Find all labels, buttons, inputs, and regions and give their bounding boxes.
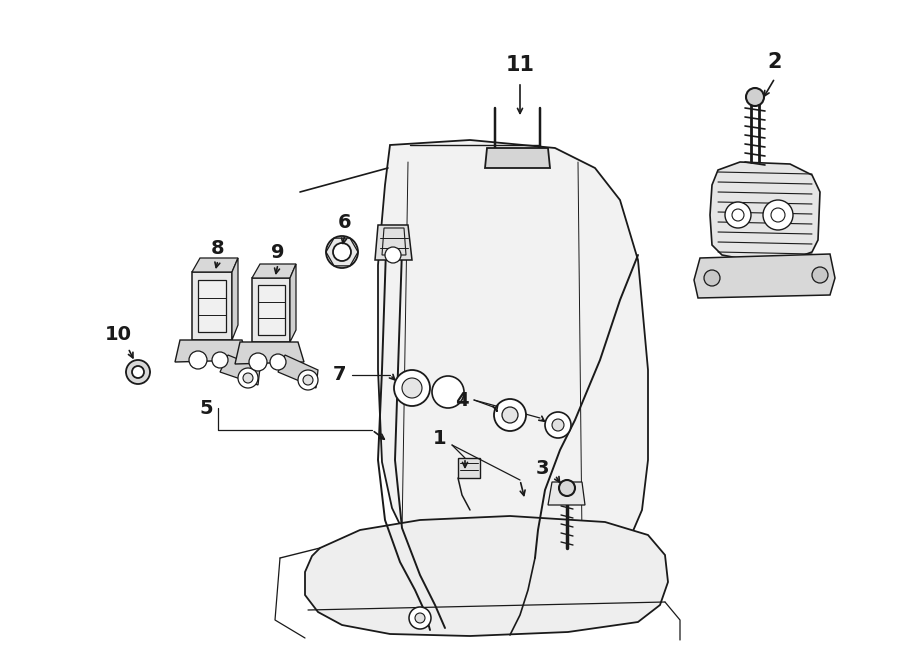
Circle shape [385, 247, 401, 263]
Polygon shape [192, 258, 238, 272]
Circle shape [126, 360, 150, 384]
Polygon shape [548, 482, 585, 505]
Polygon shape [375, 225, 412, 260]
Circle shape [298, 370, 318, 390]
Text: 9: 9 [271, 243, 284, 262]
Circle shape [238, 368, 258, 388]
Circle shape [303, 375, 313, 385]
Circle shape [812, 267, 828, 283]
Text: 11: 11 [506, 55, 535, 75]
Circle shape [402, 378, 422, 398]
Circle shape [212, 352, 228, 368]
Polygon shape [694, 254, 835, 298]
Polygon shape [232, 258, 238, 340]
Text: 7: 7 [333, 366, 346, 385]
Circle shape [270, 354, 286, 370]
Text: 6: 6 [338, 212, 352, 231]
Circle shape [746, 88, 764, 106]
Polygon shape [252, 278, 290, 342]
Text: 4: 4 [455, 391, 469, 410]
Circle shape [559, 480, 575, 496]
Polygon shape [305, 516, 668, 636]
Circle shape [326, 236, 358, 268]
Polygon shape [378, 140, 648, 564]
Polygon shape [192, 272, 232, 340]
Circle shape [415, 613, 425, 623]
Circle shape [552, 419, 564, 431]
Polygon shape [258, 285, 285, 335]
Text: 8: 8 [212, 239, 225, 258]
Circle shape [432, 376, 464, 408]
Circle shape [502, 407, 518, 423]
Circle shape [409, 607, 431, 629]
Circle shape [763, 200, 793, 230]
Polygon shape [252, 264, 296, 278]
Circle shape [545, 412, 571, 438]
Polygon shape [710, 162, 820, 260]
Text: 1: 1 [433, 428, 446, 447]
Circle shape [704, 270, 720, 286]
Text: 10: 10 [104, 325, 131, 344]
Polygon shape [278, 355, 318, 388]
Circle shape [243, 373, 253, 383]
Circle shape [725, 202, 751, 228]
Text: 5: 5 [199, 399, 212, 418]
Polygon shape [198, 280, 226, 332]
Polygon shape [175, 340, 248, 362]
Circle shape [394, 370, 430, 406]
Polygon shape [290, 264, 296, 342]
Circle shape [494, 399, 526, 431]
Polygon shape [458, 458, 480, 478]
Circle shape [333, 243, 351, 261]
Polygon shape [220, 355, 260, 385]
Circle shape [249, 353, 267, 371]
Circle shape [132, 366, 144, 378]
Text: 3: 3 [536, 459, 549, 477]
Text: 2: 2 [768, 52, 782, 72]
Polygon shape [485, 148, 550, 168]
Circle shape [189, 351, 207, 369]
Polygon shape [235, 342, 304, 364]
